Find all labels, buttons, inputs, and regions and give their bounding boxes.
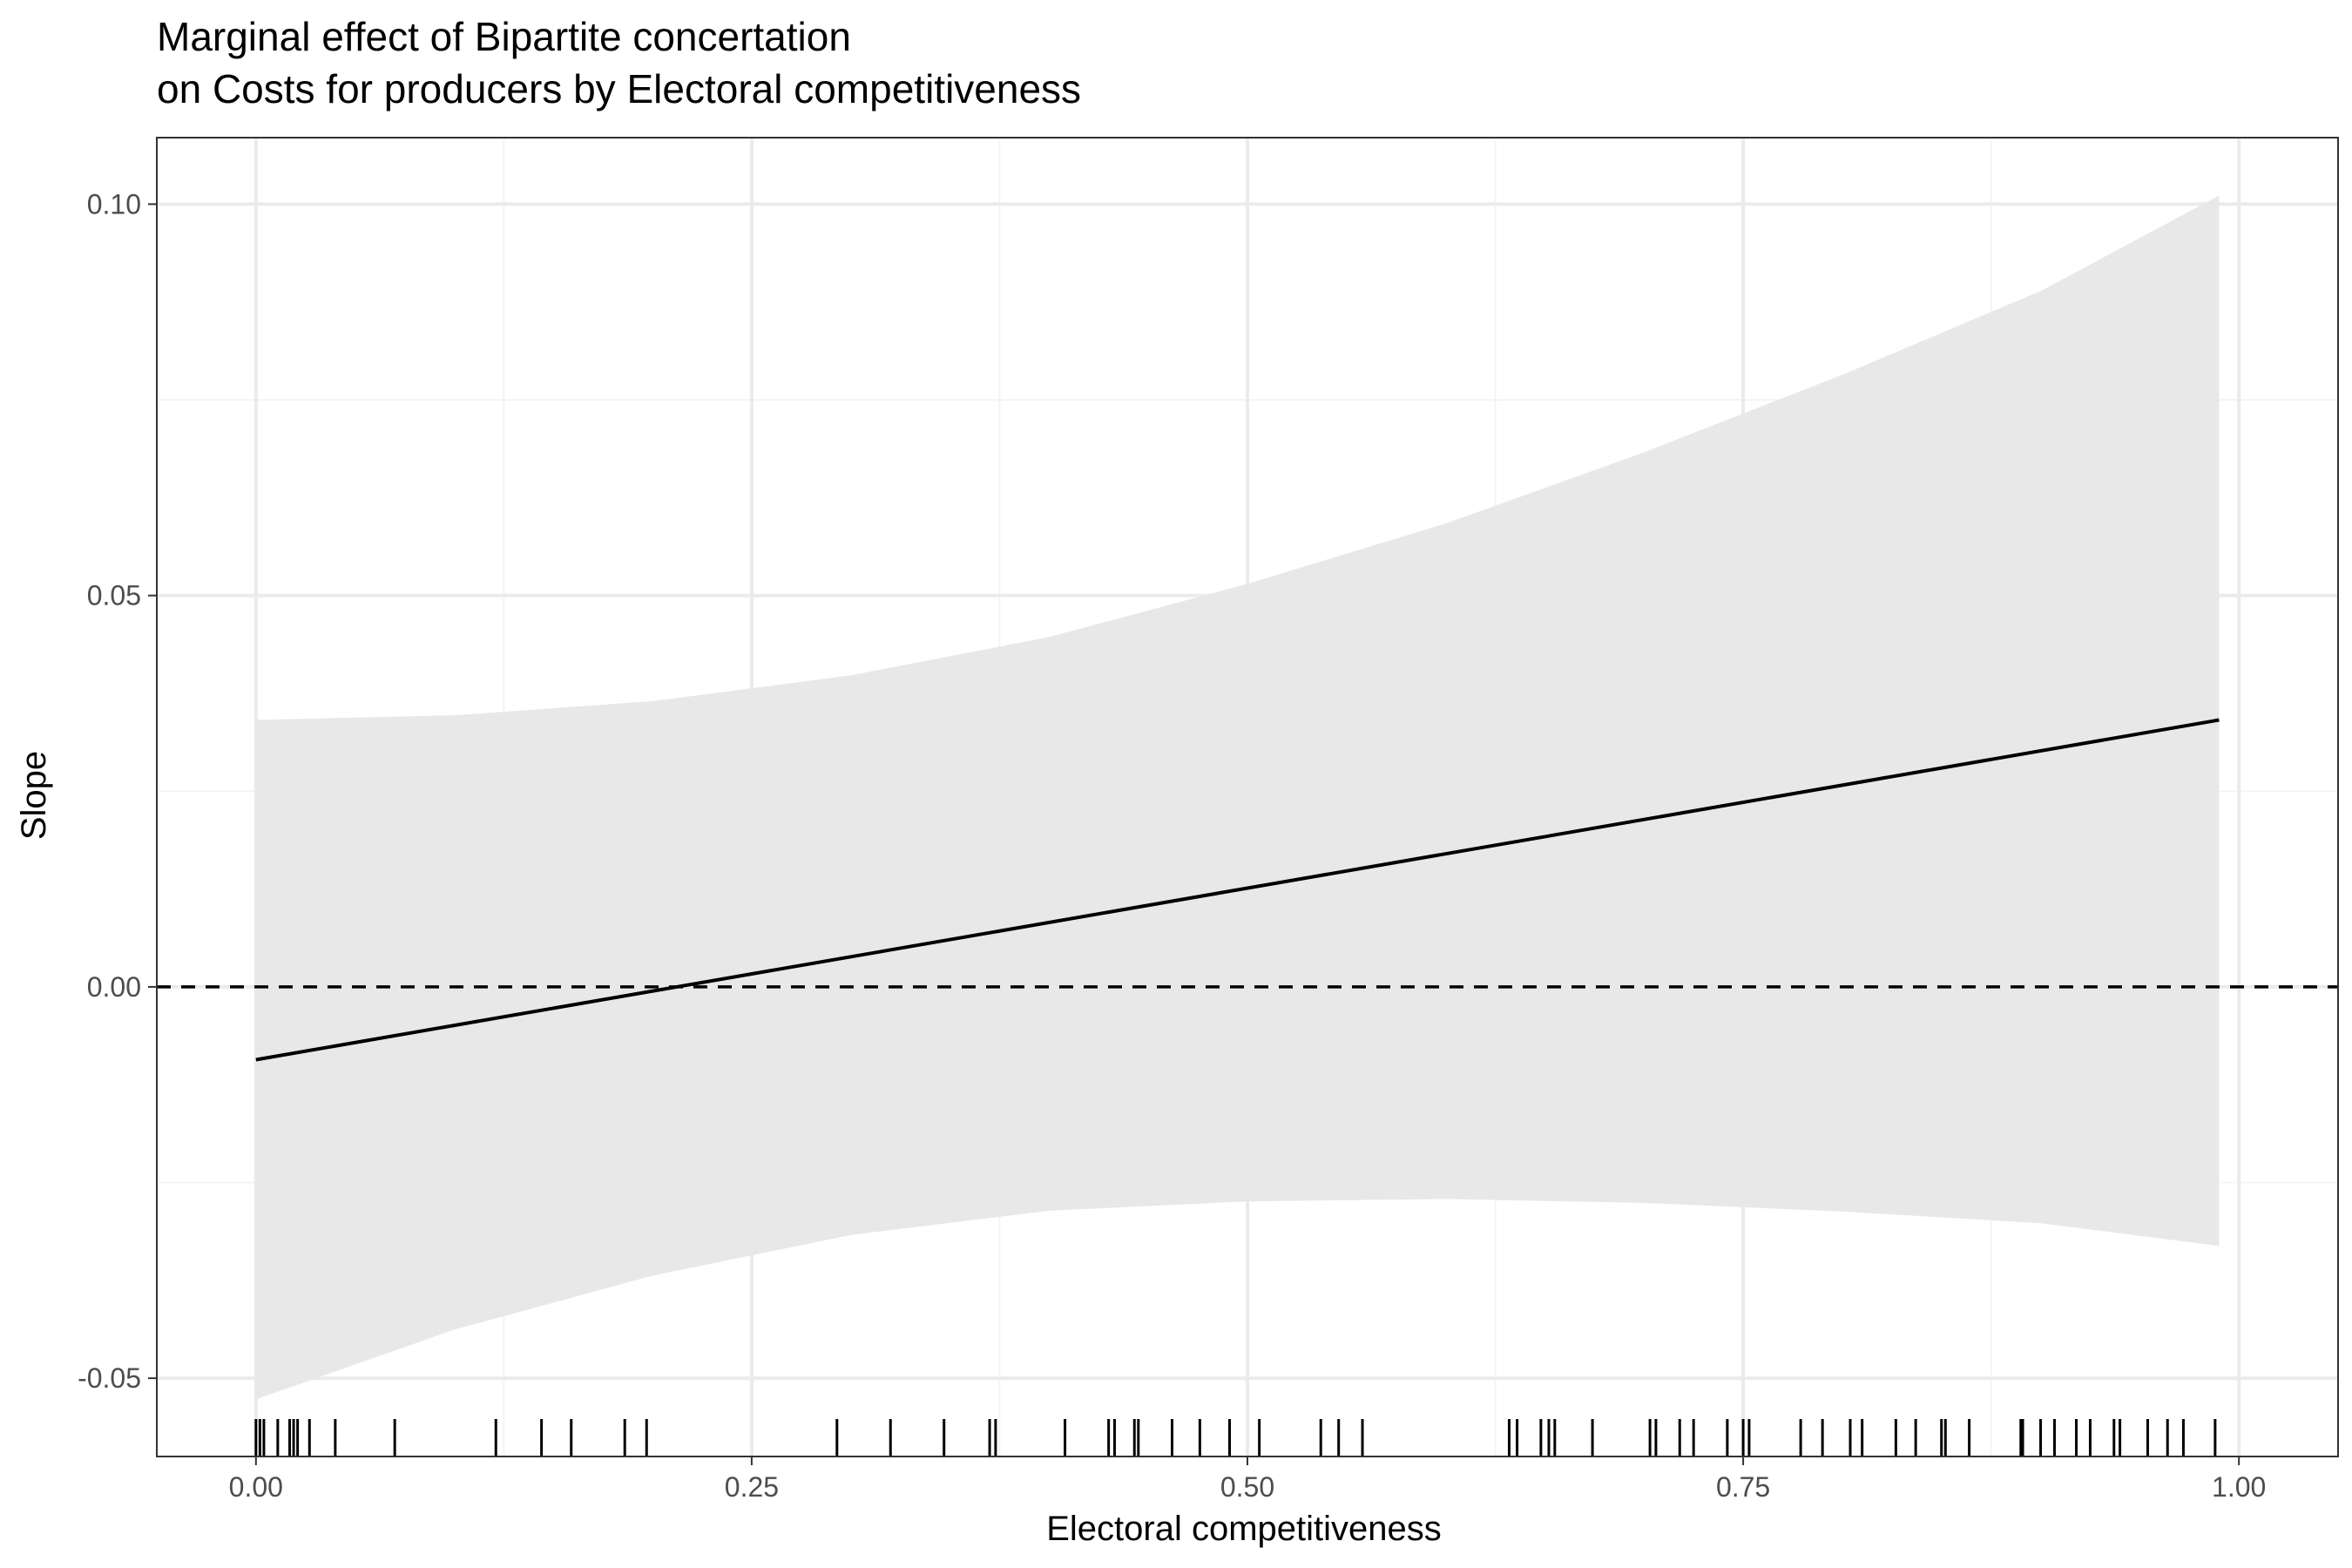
confidence-band-layer	[255, 195, 2220, 1400]
y-tick-label: -0.05	[78, 1362, 141, 1394]
y-axis-title: Slope	[15, 751, 53, 840]
x-tick-label: 0.75	[1716, 1471, 1770, 1503]
chart-title-line-2: on Costs for producers by Electoral comp…	[157, 66, 1081, 112]
chart-title-line-1: Marginal effect of Bipartite concertatio…	[157, 14, 851, 59]
x-tick-label: 0.50	[1220, 1471, 1274, 1503]
slope-line	[255, 718, 2220, 1062]
slope-line-layer	[255, 718, 2220, 1062]
rug-ticks	[254, 1419, 2217, 1456]
x-axis: 0.00 0.25 0.50 0.75 1.00	[229, 1456, 2266, 1503]
y-axis: -0.05 0.00 0.05 0.10	[78, 188, 157, 1394]
x-tick-label: 0.25	[725, 1471, 779, 1503]
y-tick-label: 0.05	[87, 580, 141, 612]
confidence-band	[255, 195, 2220, 1400]
y-tick-label: 0.00	[87, 971, 141, 1003]
x-tick-label: 0.00	[229, 1471, 283, 1503]
y-tick-label: 0.10	[87, 188, 141, 220]
x-tick-label: 1.00	[2212, 1471, 2266, 1503]
x-axis-title: Electoral competitiveness	[1046, 1510, 1442, 1548]
